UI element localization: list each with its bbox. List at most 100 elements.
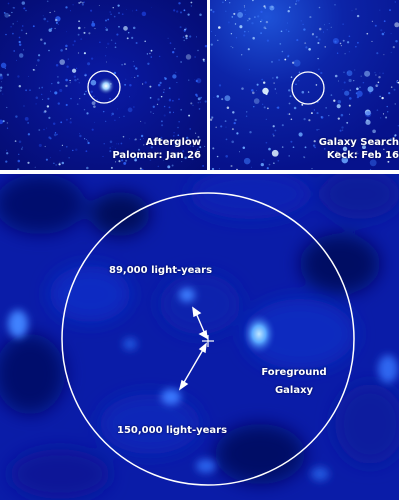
star-speck	[243, 34, 246, 37]
star-speck	[70, 97, 72, 100]
star-speck	[50, 27, 53, 30]
star-speck	[41, 86, 44, 89]
star-speck	[23, 49, 25, 51]
star-speck	[337, 80, 339, 82]
star-speck	[113, 15, 116, 18]
star-speck	[103, 143, 105, 145]
star-speck	[172, 99, 174, 102]
star-speck	[196, 78, 202, 84]
star-speck	[4, 12, 10, 18]
star-speck	[198, 108, 201, 110]
star-speck	[69, 121, 72, 124]
star-speck	[61, 144, 64, 146]
star-speck	[190, 1, 193, 4]
star-speck	[139, 167, 142, 170]
star-speck	[66, 31, 68, 33]
star-speck	[178, 121, 180, 123]
star-speck	[197, 148, 199, 151]
star-speck	[57, 81, 60, 84]
star-speck	[167, 37, 169, 39]
star-speck	[18, 53, 24, 58]
star-speck	[285, 28, 288, 31]
star-speck	[43, 17, 46, 21]
star-speck	[225, 10, 227, 12]
star-speck	[236, 132, 239, 135]
star-speck	[362, 145, 366, 150]
star-speck	[53, 162, 55, 165]
star-speck	[122, 135, 125, 138]
star-speck	[192, 145, 195, 147]
star-speck	[248, 17, 251, 20]
star-speck	[32, 68, 35, 71]
star-speck	[268, 5, 270, 8]
star-speck	[34, 166, 36, 168]
star-speck	[231, 128, 234, 131]
star-speck	[394, 103, 396, 105]
star-speck	[189, 145, 192, 147]
star-speck	[0, 86, 3, 89]
star-speck	[78, 20, 80, 23]
star-speck	[353, 79, 355, 82]
star-speck	[182, 36, 185, 39]
star-speck	[182, 150, 185, 153]
star-speck	[187, 13, 190, 16]
star-speck	[315, 84, 318, 86]
star-speck	[25, 32, 28, 35]
star-speck	[134, 138, 137, 141]
star-speck	[244, 30, 246, 33]
star-speck	[309, 16, 312, 19]
star-speck	[211, 116, 214, 119]
star-speck	[10, 25, 12, 28]
star-speck	[18, 140, 22, 144]
star-speck	[69, 79, 71, 82]
star-speck	[40, 38, 43, 41]
star-speck	[114, 46, 117, 49]
star-speck	[152, 113, 154, 114]
star-speck	[20, 148, 23, 150]
star-speck	[120, 142, 123, 145]
star-speck	[37, 59, 40, 62]
star-speck	[85, 150, 88, 153]
distance-arrow-top	[192, 306, 208, 340]
star-speck	[304, 42, 307, 45]
star-speck	[8, 14, 11, 17]
star-speck	[144, 122, 146, 124]
star-speck	[47, 97, 50, 100]
star-speck	[234, 118, 237, 122]
star-speck	[326, 29, 328, 31]
star-speck	[87, 140, 89, 142]
star-speck	[346, 41, 350, 44]
star-speck	[111, 112, 114, 116]
star-speck	[383, 54, 385, 56]
star-speck	[340, 113, 344, 117]
star-speck	[111, 115, 113, 117]
star-speck	[197, 49, 199, 52]
star-speck	[243, 5, 245, 7]
star-speck	[287, 30, 290, 33]
star-speck	[343, 81, 346, 84]
star-speck	[84, 27, 86, 29]
foreground-galaxy-label: Foreground Galaxy	[256, 366, 332, 398]
star-speck	[48, 28, 52, 32]
distance-arrow-bottom	[178, 342, 207, 391]
star-speck	[348, 51, 351, 53]
star-speck	[65, 103, 68, 107]
foreground-label-line1: Foreground	[261, 367, 327, 378]
star-speck	[179, 26, 182, 29]
star-speck	[328, 115, 330, 117]
star-speck	[143, 144, 145, 146]
galaxy-search-starfield	[210, 0, 399, 170]
star-speck	[118, 12, 120, 14]
star-speck	[139, 138, 142, 141]
star-speck	[6, 106, 8, 108]
star-speck	[336, 104, 341, 109]
star-speck	[377, 81, 380, 84]
star-speck	[233, 121, 236, 125]
star-speck	[132, 26, 136, 30]
star-speck	[344, 53, 346, 55]
star-speck	[307, 91, 310, 93]
star-speck	[121, 63, 123, 66]
star-speck	[21, 1, 26, 5]
star-speck	[342, 23, 344, 25]
star-speck	[349, 97, 352, 100]
